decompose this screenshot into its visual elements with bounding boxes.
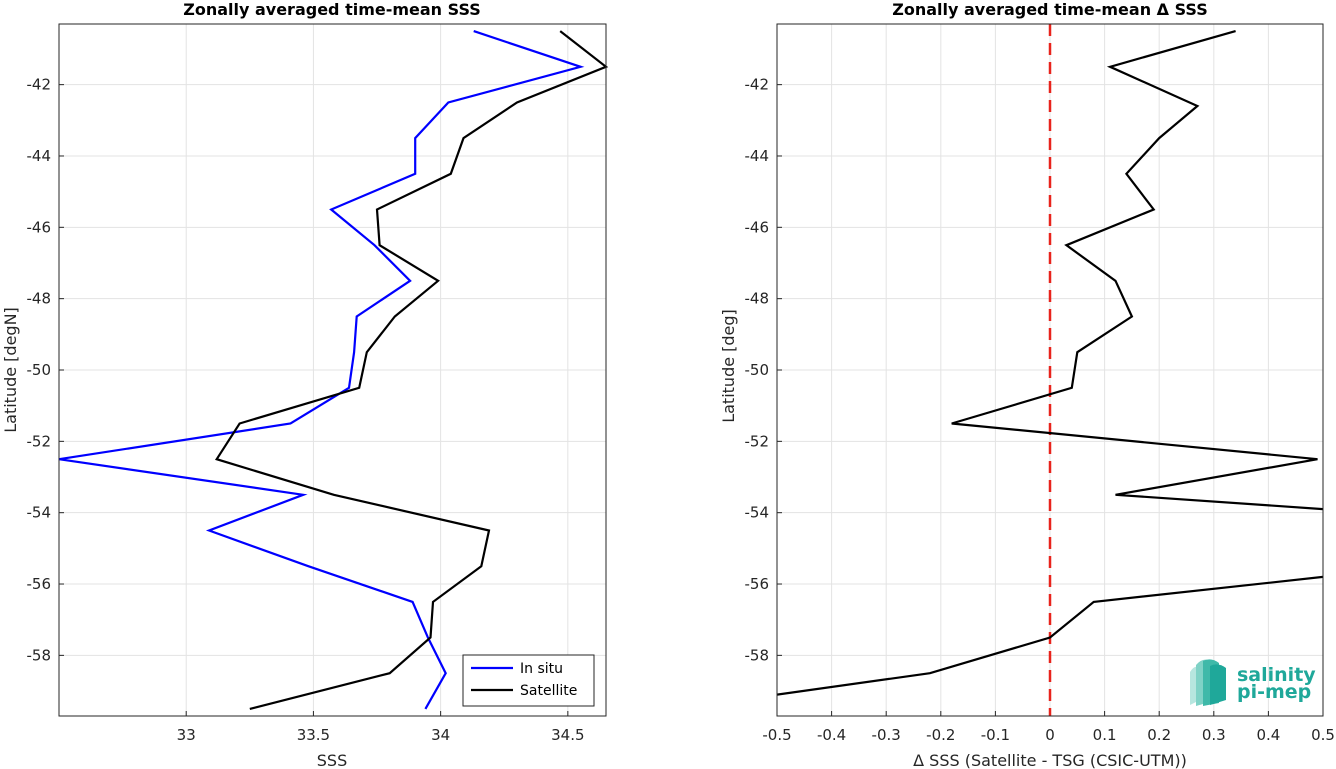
- x-tick-label: 34: [431, 726, 450, 744]
- x-tick-label: 0.3: [1202, 726, 1226, 744]
- x-tick-label: -0.4: [817, 726, 846, 744]
- y-tick-label: -48: [745, 290, 770, 308]
- legend-label-in-situ: In situ: [520, 661, 563, 677]
- series-delta-sss: [777, 30, 1323, 696]
- x-tick-label: 0.2: [1147, 726, 1171, 744]
- x-axis-label-delta-sss: Δ SSS (Satellite - TSG (CSIC-UTM)): [913, 751, 1187, 769]
- y-axis-label-sss: Latitude [degN]: [1, 307, 20, 433]
- y-tick-label: -46: [27, 218, 52, 236]
- logo-text-salinity: salinity: [1237, 664, 1316, 686]
- y-tick-label: -52: [27, 432, 52, 450]
- axes-box-sss: [58, 23, 607, 717]
- x-tick-labels-delta-sss: -0.5 -0.4 -0.3 -0.2 -0.1 0 0.1 0.2 0.3 0.4 0.5: [762, 726, 1335, 744]
- panel-delta-sss: -0.5 -0.4 -0.3 -0.2 -0.1 0 0.1 0.2 0.3 0.4 0.5 -42…: [719, 0, 1335, 769]
- chart-title-delta-sss: Zonally averaged time-mean Δ SSS: [892, 0, 1208, 19]
- x-tick-label: 33.5: [297, 726, 330, 744]
- y-tick-label: -48: [27, 290, 52, 308]
- series-line-series-1-lower: [777, 575, 1323, 696]
- x-tick-label: 33: [177, 726, 196, 744]
- x-tick-label: 0.1: [1093, 726, 1117, 744]
- legend: In situ Satellite: [462, 654, 595, 707]
- x-tick-label: 0: [1045, 726, 1055, 744]
- logo-text-pi-mep: pi-mep: [1237, 681, 1311, 703]
- x-axis-label-sss: SSS: [317, 751, 347, 769]
- y-axis-label-delta-sss: Latitude [deg]: [719, 309, 738, 423]
- y-tick-label: -56: [27, 575, 52, 593]
- grid-sss: [59, 24, 606, 716]
- y-tick-label: -54: [27, 504, 52, 522]
- legend-box: [462, 654, 595, 707]
- x-tick-label: 0.4: [1256, 726, 1280, 744]
- series-line-satellite: [214, 30, 609, 710]
- y-tick-label: -46: [745, 218, 770, 236]
- series-line-in-situ: [58, 30, 585, 710]
- legend-label-satellite: Satellite: [520, 683, 577, 699]
- y-tick-label: -58: [745, 646, 770, 664]
- y-tick-label: -42: [745, 76, 770, 94]
- y-tick-label: -44: [745, 147, 770, 165]
- panel-sss: 33 33.5 34 34.5 -42 -44 -46 -48 -50 -52 -54 -56 -58…: [1, 0, 609, 769]
- y-tick-label: -44: [27, 147, 52, 165]
- salinity-pi-mep-logo: salinity pi-mep: [1190, 659, 1316, 706]
- y-tick-label: -54: [745, 504, 770, 522]
- y-tick-label: -52: [745, 432, 770, 450]
- x-tick-label: -0.1: [981, 726, 1010, 744]
- y-tick-labels-delta-sss: -42 -44 -46 -48 -50 -52 -54 -56 -58: [745, 76, 770, 665]
- x-tick-label: -0.5: [762, 726, 791, 744]
- series-sss: [58, 30, 609, 710]
- y-tick-label: -56: [745, 575, 770, 593]
- x-tick-labels-sss: 33 33.5 34 34.5: [177, 726, 585, 744]
- y-tick-labels-sss: -42 -44 -46 -48 -50 -52 -54 -56 -58: [27, 76, 52, 665]
- chart-title-sss: Zonally averaged time-mean SSS: [183, 0, 481, 19]
- x-tick-label: -0.2: [926, 726, 955, 744]
- y-tick-label: -50: [745, 361, 770, 379]
- y-tick-label: -50: [27, 361, 52, 379]
- series-line-series-1: [951, 30, 1323, 511]
- x-tick-label: -0.3: [872, 726, 901, 744]
- y-tick-label: -42: [27, 76, 52, 94]
- logo-wave-4: [1210, 664, 1226, 705]
- axes-box-delta-sss: [776, 23, 1324, 717]
- x-tick-label: 0.5: [1311, 726, 1335, 744]
- y-tick-label: -58: [27, 646, 52, 664]
- x-tick-label: 34.5: [551, 726, 584, 744]
